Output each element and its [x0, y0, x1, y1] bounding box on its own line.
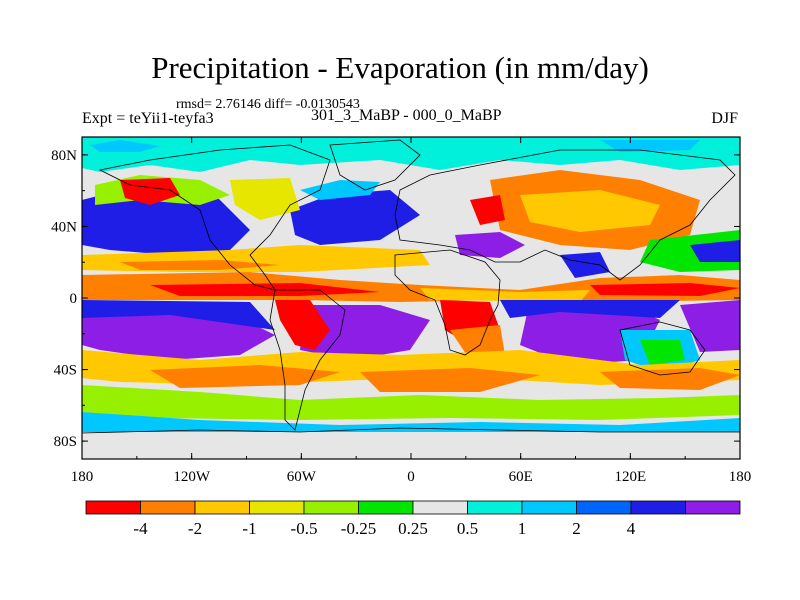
colorbar-swatch: [194, 500, 250, 515]
continent-outlines: [82, 139, 740, 434]
y-tick-label: 40S: [54, 363, 77, 379]
colorbar-swatch: [685, 500, 741, 515]
field-india-blue: [560, 252, 610, 278]
field-asia-yellow: [520, 190, 660, 232]
colorbar-swatch: [576, 500, 632, 515]
field-southern-cyan: [82, 412, 740, 432]
field-equator-red: [150, 283, 380, 296]
y-tick-label: 0: [70, 291, 78, 307]
colorbar-label: 1: [518, 519, 527, 538]
field-southern-orange-2: [360, 368, 540, 392]
outline-greenland: [329, 139, 421, 191]
colorbar-swatch: [630, 500, 686, 515]
season-label: DJF: [711, 110, 738, 127]
axis-ticks: 80N 40N 0 40S 80S 180 120W 60W 0 60E 120E 180: [51, 137, 751, 485]
field-antarctica-gray: [82, 432, 740, 459]
colorbar-swatch: [521, 500, 577, 515]
field-natlantic-blue: [290, 190, 420, 245]
field-arctic-blue-2: [600, 140, 700, 152]
field-namerica-yellow: [230, 178, 300, 220]
plot-title: Precipitation - Evaporation (in mm/day): [151, 50, 649, 85]
y-tick-label: 40N: [51, 219, 77, 235]
field-samerica-red: [275, 300, 330, 350]
colorbar: -4 -2 -1 -0.5 -0.25 0.25 0.5 1 2 4: [85, 500, 741, 538]
period-subtitle: 301_3_MaBP - 000_0_MaBP: [311, 107, 502, 124]
field-nsubtropic-orange: [120, 260, 280, 270]
colorbar-label: 2: [572, 519, 581, 538]
y-tick-label: 80N: [51, 148, 77, 164]
colorbar-swatch: [358, 500, 414, 515]
colorbar-label: -4: [133, 519, 148, 538]
colorbar-label: 0.25: [398, 519, 428, 538]
field-australia-green: [640, 340, 685, 365]
field-equator-yellow: [420, 288, 590, 302]
field-sindian-blue-rim: [500, 300, 680, 318]
colorbar-swatch: [85, 500, 141, 515]
outline-eurasia: [394, 149, 736, 281]
x-tick-label: 0: [407, 469, 415, 485]
colorbar-label: -0.25: [341, 519, 376, 538]
field-namerica-red: [120, 178, 180, 205]
x-tick-label: 60W: [287, 469, 317, 485]
field-southern-green: [82, 385, 740, 420]
field-spacific-blue-rim: [82, 300, 275, 330]
field-npacific-blue: [82, 185, 250, 255]
rmsd-diff-stats: rmsd= 2.76146 diff= -0.0130543: [176, 97, 360, 112]
colorbar-swatch: [412, 500, 468, 515]
outline-australia: [619, 321, 706, 376]
outline-north-america: [98, 144, 331, 291]
field-arctic-cyan: [82, 137, 740, 172]
colorbar-swatch: [249, 500, 305, 515]
x-tick-label: 180: [71, 469, 94, 485]
colorbar-label: -2: [188, 519, 202, 538]
field-asia-red: [470, 195, 505, 225]
field-equator-red-east: [590, 283, 740, 296]
y-tick-label: 80S: [54, 434, 77, 450]
colorbar-label: 0.5: [457, 519, 478, 538]
x-tick-label: 60E: [509, 469, 533, 485]
colorbar-label: 4: [627, 519, 636, 538]
field-natlantic-cyan: [300, 180, 380, 200]
colorbar-label: -1: [242, 519, 256, 538]
field-southern-orange: [150, 365, 340, 388]
x-tick-label: 180: [729, 469, 752, 485]
x-tick-label: 120W: [173, 469, 211, 485]
colorbar-label: -0.5: [291, 519, 318, 538]
colorbar-swatch: [140, 500, 196, 515]
precip-evap-field: [82, 137, 740, 459]
x-tick-label: 120E: [614, 469, 646, 485]
colorbar-swatch: [303, 500, 359, 515]
field-southern-orange-3: [600, 368, 740, 390]
field-arctic-blue: [90, 140, 160, 152]
outline-antarctica: [82, 427, 740, 434]
colorbar-swatch: [467, 500, 523, 515]
experiment-label: Expt = teYii1-teyfa3: [82, 110, 214, 127]
outline-south-america: [269, 289, 346, 431]
field-npacific-east-blue: [690, 240, 740, 262]
field-satlantic-purple: [300, 305, 430, 360]
field-spacific-east-purple: [680, 300, 740, 352]
outline-africa: [394, 249, 501, 356]
